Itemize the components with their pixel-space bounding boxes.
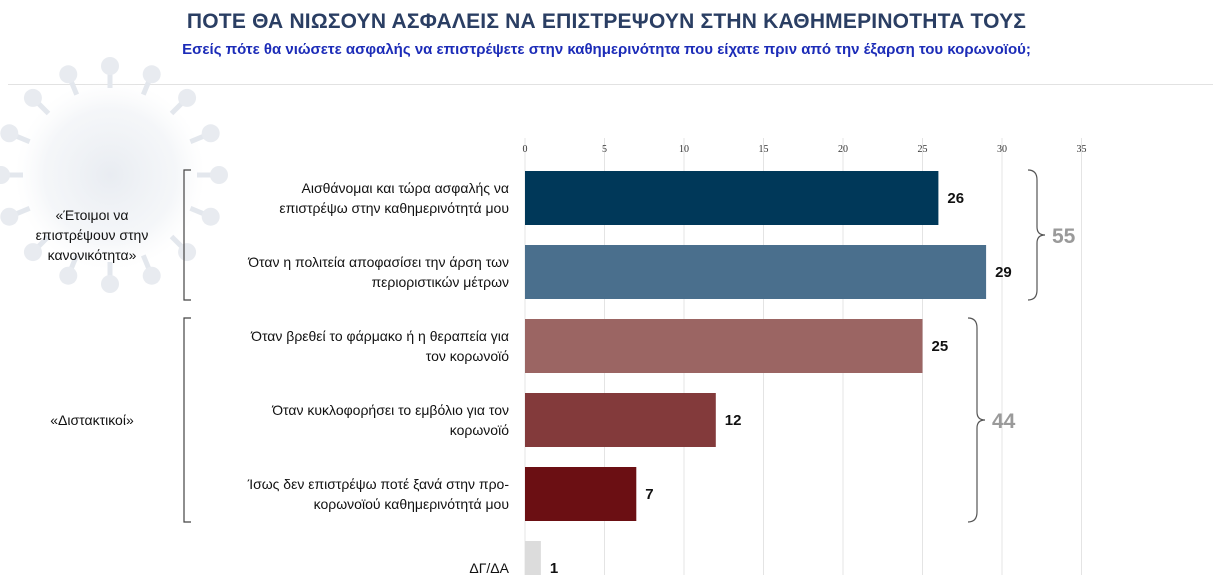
left-group-bracket bbox=[183, 169, 191, 301]
x-axis-ticks: 0 5 10 15 20 25 30 35 bbox=[523, 144, 1087, 155]
bar-value-label: 25 bbox=[932, 338, 949, 355]
category-labels: Αισθάνομαι και τώρα ασφαλής να επιστρέψω … bbox=[247, 180, 510, 575]
virus-spike-tip bbox=[101, 275, 119, 293]
bar bbox=[525, 467, 637, 521]
group-total-label: 44 bbox=[992, 410, 1016, 433]
bar bbox=[525, 245, 987, 299]
virus-spike-tip bbox=[142, 65, 161, 84]
category-label: επιστρέψω στην καθημερινότητά μου bbox=[279, 200, 509, 216]
right-group-brace bbox=[967, 317, 986, 523]
group-label: κανονικότητα» bbox=[48, 247, 137, 263]
left-group-bracket bbox=[183, 317, 191, 523]
bar-value-label: 1 bbox=[550, 560, 558, 575]
category-label: Όταν κυκλοφορήσει το εμβόλιο για τον bbox=[271, 402, 509, 418]
category-label: Ίσως δεν επιστρέψω ποτέ ξανά στην προ- bbox=[247, 476, 510, 492]
virus-spike-tip bbox=[201, 207, 220, 226]
x-tick-label: 5 bbox=[602, 144, 607, 155]
category-label: ΔΓ/ΔΑ bbox=[469, 560, 509, 575]
virus-spike-tip bbox=[0, 207, 19, 226]
virus-spike-tip bbox=[23, 88, 42, 107]
x-tick-label: 10 bbox=[679, 144, 689, 155]
category-label: τον κορωνοϊό bbox=[426, 348, 509, 364]
virus-spike-tip bbox=[0, 124, 19, 143]
virus-spike-tip bbox=[0, 166, 10, 184]
bar-value-label: 29 bbox=[995, 264, 1012, 281]
page-title: ΠΟΤΕ ΘΑ ΝΙΩΣΟΥΝ ΑΣΦΑΛΕΙΣ ΝΑ ΕΠΙΣΤΡΕΨΟΥΝ … bbox=[186, 10, 1027, 33]
virus-spike-tip bbox=[142, 266, 161, 285]
right-group-brace bbox=[1027, 169, 1046, 301]
category-label: Όταν η πολιτεία αποφασίσει την άρση των bbox=[247, 254, 509, 270]
bar bbox=[525, 541, 541, 575]
x-tick-label: 15 bbox=[759, 144, 769, 155]
group-label: «Διστακτικοί» bbox=[50, 412, 134, 428]
page-subtitle: Εσείς πότε θα νιώσετε ασφαλής να επιστρέ… bbox=[182, 41, 1031, 58]
category-label: κορωνοϊό bbox=[450, 422, 509, 438]
group-brackets: «Έτοιμοι να επιστρέψουν στην κανονικότητα»… bbox=[36, 169, 1076, 523]
x-tick-label: 35 bbox=[1077, 144, 1087, 155]
x-tick-label: 0 bbox=[523, 144, 528, 155]
virus-spike-tip bbox=[59, 266, 78, 285]
bar-value-label: 12 bbox=[725, 412, 742, 429]
virus-spike-tip bbox=[101, 57, 119, 75]
x-tick-label: 25 bbox=[918, 144, 928, 155]
group-total-label: 55 bbox=[1052, 225, 1076, 248]
virus-watermark-icon bbox=[0, 57, 228, 293]
bar bbox=[525, 319, 923, 373]
virus-body bbox=[15, 80, 205, 270]
group-label: «Έτοιμοι να bbox=[56, 207, 129, 223]
x-tick-label: 30 bbox=[997, 144, 1007, 155]
virus-spike-tip bbox=[178, 88, 197, 107]
category-label: Αισθάνομαι και τώρα ασφαλής να bbox=[302, 180, 509, 196]
virus-spike-tip bbox=[23, 243, 42, 262]
category-label: Όταν βρεθεί το φάρμακο ή η θεραπεία για bbox=[250, 328, 509, 344]
category-label: περιοριστικών μέτρων bbox=[372, 274, 510, 290]
bars: 26 29 25 12 7 1 bbox=[525, 171, 1012, 575]
bar bbox=[525, 393, 716, 447]
group-label: επιστρέψουν στην bbox=[36, 227, 149, 243]
bar bbox=[525, 171, 939, 225]
header-divider bbox=[8, 84, 1213, 85]
bar-value-label: 26 bbox=[947, 190, 964, 207]
x-tick-label: 20 bbox=[838, 144, 848, 155]
category-label: κορωνοϊού καθημερινότητά μου bbox=[314, 496, 509, 512]
virus-spike-tip bbox=[59, 65, 78, 84]
virus-spike-tip bbox=[210, 166, 228, 184]
virus-spike-tip bbox=[201, 124, 220, 143]
virus-spike-tip bbox=[178, 243, 197, 262]
bar-value-label: 7 bbox=[645, 486, 653, 503]
